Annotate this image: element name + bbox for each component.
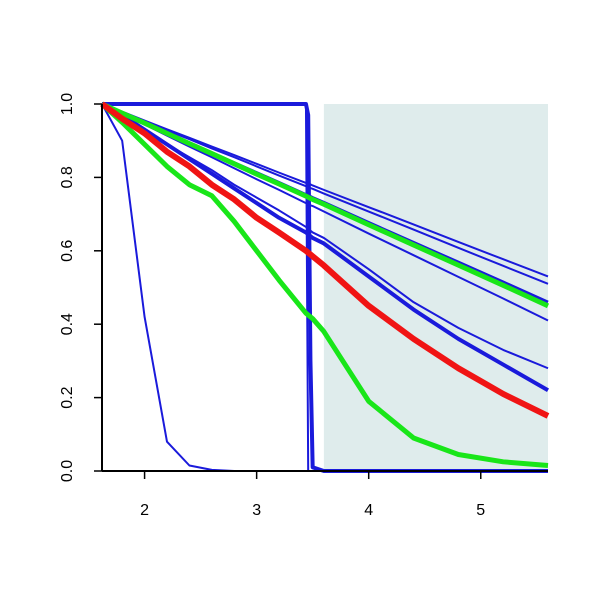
series-line (101, 102, 549, 392)
y-tick-label: 0.0 (59, 460, 76, 482)
series-line (101, 103, 549, 285)
series-line (100, 102, 549, 468)
y-tick-label: 1.0 (59, 93, 76, 115)
y-tick-label: 0.2 (59, 386, 76, 408)
series-line (100, 101, 550, 419)
x-tick-label: 5 (476, 502, 485, 519)
y-tick-label: 0.8 (59, 166, 76, 188)
series-line (100, 101, 550, 309)
x-tick-label: 3 (252, 502, 261, 519)
y-tick-label: 0.4 (59, 313, 76, 335)
y-tick-label: 0.6 (59, 240, 76, 262)
x-tick-label: 4 (364, 502, 373, 519)
x-tick-label: 2 (140, 502, 149, 519)
series-line (101, 103, 549, 278)
